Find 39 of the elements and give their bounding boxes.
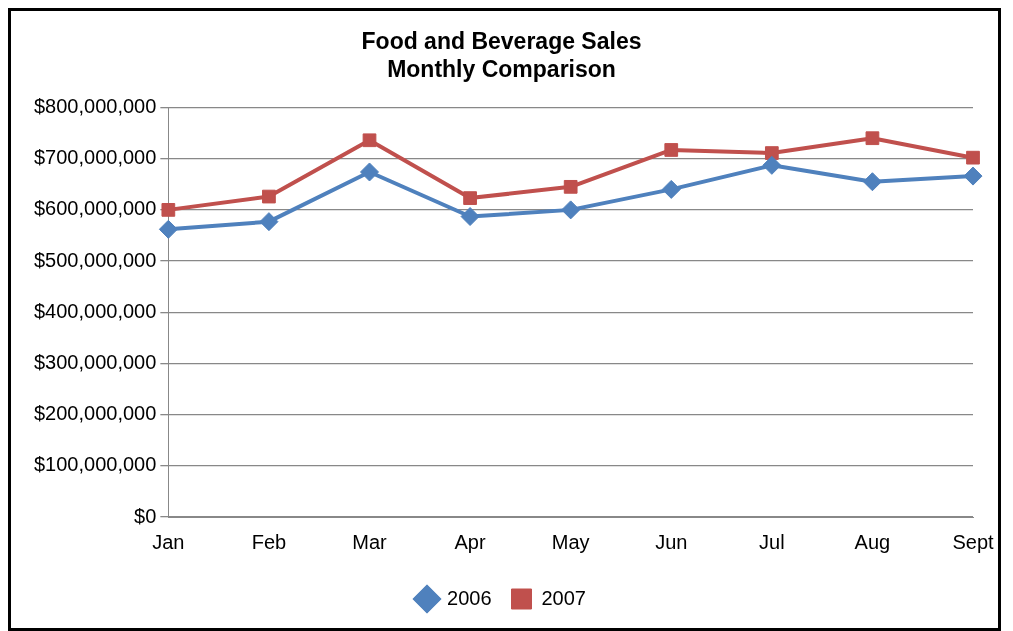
point: [764, 146, 779, 160]
point: [158, 219, 178, 239]
point: [664, 143, 679, 157]
point: [262, 189, 276, 204]
point: [661, 179, 681, 199]
point: [563, 179, 578, 194]
y-tick-label: $0: [134, 504, 157, 527]
x-tick-label: Mar: [352, 530, 388, 553]
point: [865, 131, 880, 146]
y-tick-label: $100,000,000: [34, 453, 157, 476]
legend-label: 2007: [541, 586, 586, 609]
point: [460, 207, 480, 227]
x-tick-label: Sept: [952, 530, 995, 553]
y-tick-label: $200,000,000: [34, 402, 157, 425]
y-tick-label: $400,000,000: [34, 299, 157, 322]
legend-label: 2006: [447, 586, 492, 609]
x-tick-label: May: [551, 530, 590, 553]
x-tick-label: Jun: [655, 530, 688, 553]
x-tick-label: Jul: [759, 530, 785, 553]
point: [463, 191, 477, 205]
point: [360, 162, 380, 182]
y-tick-label: $700,000,000: [34, 146, 157, 169]
point: [963, 166, 983, 186]
point: [362, 133, 377, 148]
point: [259, 212, 279, 232]
text: Monthly Comparison: [387, 56, 616, 83]
point: [966, 150, 980, 165]
point: [862, 172, 882, 192]
y-tick-label: $300,000,000: [34, 350, 157, 373]
y-tick-label: $800,000,000: [34, 95, 157, 118]
point: [762, 155, 782, 175]
x-tick-label: Apr: [454, 530, 486, 553]
x-tick-label: Jan: [152, 530, 185, 553]
text: Food and Beverage Sales: [361, 27, 642, 54]
x-tick-label: Feb: [251, 530, 287, 553]
y-tick-label: $500,000,000: [34, 248, 157, 271]
point: [561, 200, 581, 220]
y-tick-label: $600,000,000: [34, 197, 157, 220]
x-tick-label: Aug: [854, 530, 891, 553]
